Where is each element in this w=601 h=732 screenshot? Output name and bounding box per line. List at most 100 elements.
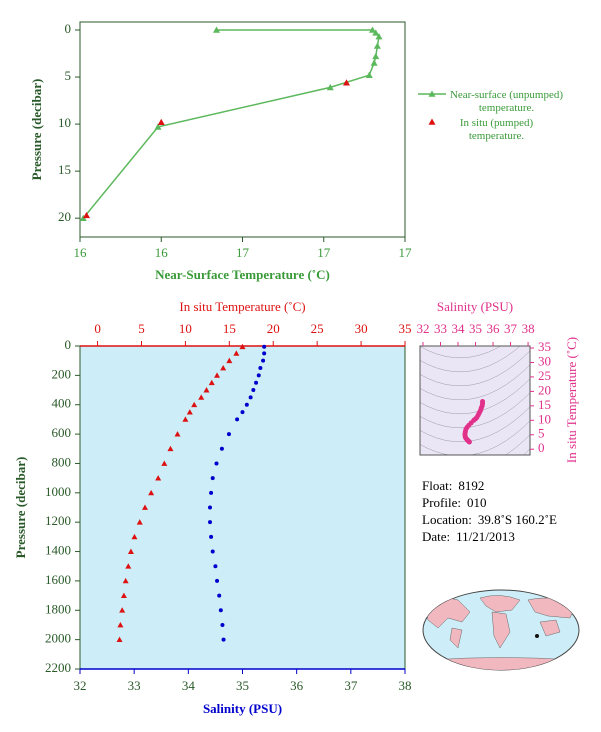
plot-background (420, 346, 530, 455)
data-point (208, 520, 212, 525)
contour (420, 350, 530, 387)
data-point (226, 357, 233, 364)
data-point (244, 402, 249, 407)
data-point (198, 394, 205, 400)
y-tick-label: 35 (538, 339, 551, 354)
plot-frame (79, 21, 406, 238)
data-point (155, 475, 162, 481)
y-tick-label: 10 (538, 411, 551, 426)
y-tick-label: 20 (58, 209, 71, 224)
data-point (220, 365, 227, 371)
data-point (219, 446, 224, 451)
data-point (375, 33, 383, 40)
data-point (186, 409, 193, 415)
contour (420, 392, 530, 429)
data-point (203, 387, 210, 393)
y-tick-label: 400 (52, 396, 72, 411)
ts-point (466, 439, 472, 445)
x2-tick-label: 0 (94, 321, 101, 336)
x2-tick-label: 5 (138, 321, 145, 336)
data-point (256, 373, 261, 378)
data-point (182, 416, 189, 422)
data-point (210, 476, 215, 481)
data-point (127, 548, 134, 554)
y-tick-label: 5 (65, 68, 72, 83)
info-value: 11/21/2013 (456, 529, 515, 544)
legend-marker (428, 90, 436, 97)
y-axis-label: In situ Temperature (˚C) (564, 337, 579, 463)
y-tick-label: 0 (65, 337, 72, 352)
legend-marker (428, 118, 436, 125)
y-tick-label: 1400 (45, 543, 71, 558)
data-point (142, 504, 148, 510)
data-point (326, 83, 334, 91)
y-tick-label: 2200 (45, 660, 71, 675)
contour (420, 364, 530, 401)
y-tick-label: 30 (538, 353, 551, 368)
x-tick-label: 35 (236, 678, 249, 693)
data-point (220, 622, 225, 627)
data-point (208, 379, 215, 386)
y-tick-label: 1800 (45, 601, 71, 616)
x-tick-label: 16 (74, 245, 88, 260)
data-point (239, 343, 246, 350)
world-map (422, 589, 580, 671)
data-point (209, 534, 214, 539)
x-axis-label: Salinity (PSU) (203, 701, 282, 716)
info-line: Float: 8192 (422, 478, 484, 493)
data-point (214, 372, 221, 378)
x2-axis-label: In situ Temperature (˚C) (179, 299, 305, 314)
data-point (226, 432, 231, 437)
x-tick-label: 34 (182, 678, 196, 693)
map-location (535, 634, 539, 638)
data-point (214, 461, 219, 466)
x2-tick-label: 15 (223, 321, 236, 336)
contour (420, 346, 502, 359)
x-tick-label: 38 (399, 678, 412, 693)
x-axis-label: Salinity (PSU) (437, 299, 513, 314)
x2-tick-label: 35 (399, 321, 412, 336)
y-tick-label: 600 (52, 425, 72, 440)
info-value: 8192 (458, 478, 484, 493)
data-point (191, 401, 198, 408)
contour (420, 420, 530, 455)
y-tick-label: 200 (52, 366, 72, 381)
data-point (261, 358, 266, 363)
data-point (218, 608, 223, 613)
data-point (125, 563, 132, 569)
x-tick-label: 35 (469, 321, 482, 336)
x2-tick-label: 10 (179, 321, 192, 336)
data-point (373, 42, 381, 49)
y-tick-label: 20 (538, 382, 551, 397)
y-tick-label: 1200 (45, 513, 71, 528)
data-point (217, 593, 222, 598)
data-point (262, 351, 267, 356)
info-line: Location: 39.8˚S 160.2˚E (422, 512, 557, 527)
x-tick-label: 17 (317, 245, 331, 260)
x-tick-label: 37 (504, 321, 518, 336)
data-point (120, 592, 127, 598)
data-point (136, 519, 143, 525)
data-point (251, 388, 256, 393)
y-tick-label: 25 (538, 368, 551, 383)
data-point (233, 350, 240, 356)
x-tick-label: 36 (487, 321, 501, 336)
info-value: 39.8˚S 160.2˚E (478, 512, 557, 527)
series-line (82, 29, 380, 219)
y-tick-label: 2000 (45, 631, 71, 646)
data-point (343, 79, 350, 86)
x-tick-label: 32 (416, 321, 429, 336)
data-point (208, 505, 212, 510)
plot-background (80, 346, 405, 669)
y-tick-label: 1000 (45, 484, 71, 499)
data-point (215, 578, 220, 583)
data-point (372, 29, 380, 36)
data-point (369, 26, 376, 33)
x-tick-label: 17 (399, 245, 413, 260)
x-tick-label: 33 (434, 321, 447, 336)
y-tick-label: 15 (58, 162, 71, 177)
info-line: Date: 11/21/2013 (422, 529, 515, 544)
data-point (370, 59, 378, 66)
